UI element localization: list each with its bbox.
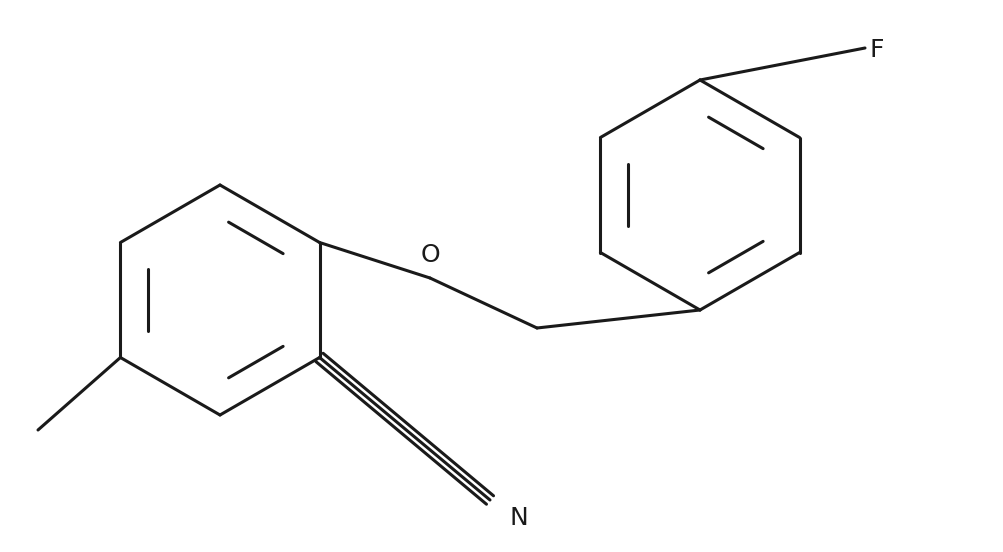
Text: F: F (870, 38, 884, 62)
Text: N: N (510, 506, 529, 530)
Text: O: O (420, 243, 439, 267)
